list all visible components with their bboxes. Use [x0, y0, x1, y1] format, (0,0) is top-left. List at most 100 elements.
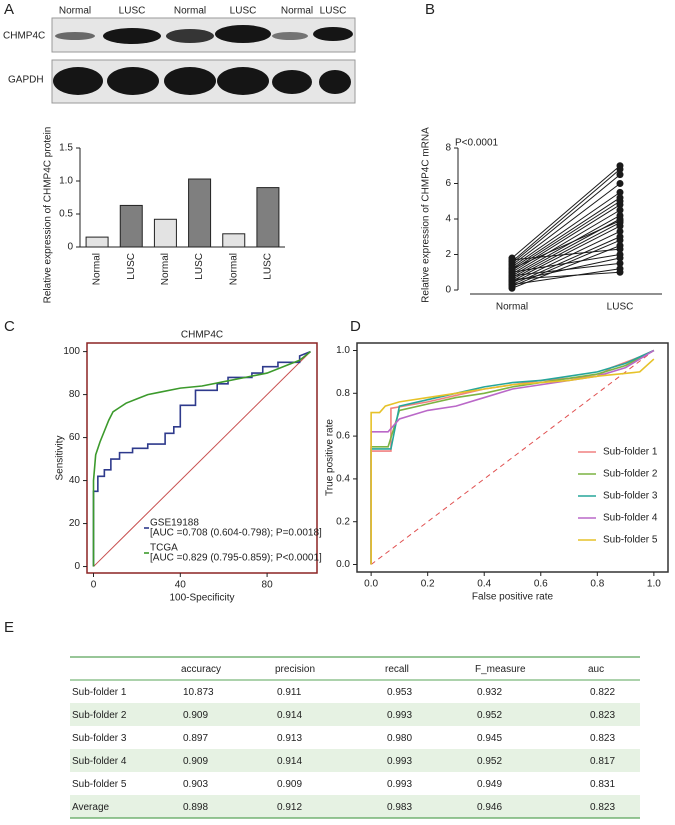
annotation: P<0.0001	[455, 138, 499, 149]
table-cell: 0.912	[277, 802, 302, 813]
table-cell: 0.993	[387, 710, 412, 721]
x-tick-label: Normal	[160, 253, 171, 285]
pair-line	[511, 197, 621, 270]
pair-line	[511, 165, 621, 259]
x-tick-label: LUSC	[607, 302, 634, 313]
x-tick-label: LUSC	[126, 253, 137, 280]
pair-line	[511, 245, 621, 289]
table-cell: 0.909	[277, 779, 302, 790]
pair-line	[511, 209, 621, 275]
y-tick-label: 100	[63, 346, 80, 357]
x-tick-label: 0.6	[534, 579, 548, 590]
pair-line	[511, 268, 621, 286]
reference-line	[93, 351, 311, 567]
lane-label: Normal	[59, 6, 91, 17]
x-tick-label: LUSC	[194, 253, 205, 280]
pair-line	[511, 262, 621, 277]
panel-label: A	[4, 1, 14, 18]
y-axis-label: Sensitivity	[55, 435, 66, 480]
table-cell: 0.823	[590, 733, 615, 744]
point	[616, 222, 624, 230]
y-axis-label: True positive rate	[325, 419, 336, 496]
pair-line	[511, 248, 621, 261]
x-tick-label: 1.0	[647, 579, 661, 590]
y-tick-label: 0.8	[336, 388, 350, 399]
y-tick-label: 80	[69, 389, 81, 400]
x-tick-label: Normal	[92, 253, 103, 285]
table-cell: 0.953	[387, 687, 412, 698]
point	[616, 245, 624, 253]
roc-curve	[370, 349, 655, 565]
bar	[153, 218, 177, 248]
panel-label: E	[4, 619, 14, 636]
lane-label: Normal	[174, 6, 206, 17]
y-tick-label: 1.5	[59, 143, 73, 154]
x-tick-label: Normal	[228, 253, 239, 285]
point	[616, 268, 624, 276]
band	[166, 29, 214, 43]
point	[616, 188, 624, 196]
table-header: precision	[275, 664, 315, 675]
table-cell: 0.822	[590, 687, 615, 698]
protein-label: GAPDH	[8, 75, 44, 86]
table-cell: 0.909	[183, 710, 208, 721]
y-tick-label: 1.0	[59, 176, 73, 187]
pair-line	[511, 254, 621, 273]
table-cell: 0.946	[477, 802, 502, 813]
point	[508, 265, 516, 273]
table-cell: 0.949	[477, 779, 502, 790]
bar	[256, 187, 280, 248]
western-blot: Normal LUSC Normal LUSC Normal LUSC CHMP…	[3, 6, 356, 104]
table-cell: Sub-folder 1	[72, 687, 127, 698]
table-cell: 0.952	[477, 710, 502, 721]
x-tick-label: 0	[91, 580, 97, 591]
band	[53, 67, 103, 95]
table-cell: Sub-folder 3	[72, 733, 127, 744]
pair-line	[511, 271, 621, 280]
table-header: auc	[588, 664, 604, 675]
y-tick-label: 0	[74, 561, 80, 572]
y-tick-label: 6	[445, 178, 451, 189]
lane-label: LUSC	[119, 6, 146, 17]
panel-label: C	[4, 318, 15, 335]
roc-curve	[92, 350, 311, 567]
pair-line	[511, 220, 621, 270]
legend-label: Sub-folder 3	[603, 491, 658, 502]
x-tick-label: Normal	[496, 302, 528, 313]
y-tick-label: 2	[445, 249, 451, 260]
pair-line	[511, 225, 621, 282]
lane-label: Normal	[281, 6, 313, 17]
point	[616, 180, 624, 187]
table-cell: 0.823	[590, 710, 615, 721]
table-cell: 0.993	[387, 779, 412, 790]
pair-line	[511, 215, 621, 277]
point	[616, 259, 624, 267]
x-tick-label: 0.0	[364, 579, 378, 590]
legend-label: TCGA	[150, 543, 178, 554]
x-tick-label: 0.8	[590, 579, 604, 590]
table-cell: 0.911	[277, 687, 302, 698]
y-tick-label: 1.0	[336, 345, 350, 356]
point	[616, 254, 624, 262]
table-cell: 10.873	[183, 687, 214, 698]
table-cell: 0.897	[183, 733, 208, 744]
table-cell: 0.914	[277, 710, 302, 721]
table-cell: 0.945	[477, 733, 502, 744]
y-tick-label: 40	[69, 475, 81, 486]
pair-line	[511, 168, 621, 262]
table-cell: 0.952	[477, 756, 502, 767]
legend-note: [AUC =0.708 (0.604-0.798); P=0.0018]	[150, 528, 322, 539]
y-tick-label: 0.2	[336, 516, 350, 527]
y-tick-label: 4	[445, 214, 451, 225]
point	[616, 171, 624, 179]
bar	[119, 204, 143, 248]
band	[313, 27, 353, 41]
table-cell: Sub-folder 2	[72, 710, 127, 721]
legend-label: Sub-folder 2	[603, 469, 658, 480]
x-tick-label: 0.4	[477, 579, 491, 590]
table-cell: 0.914	[277, 756, 302, 767]
pair-line	[511, 236, 621, 286]
panel-label: B	[425, 1, 435, 18]
panel-label: D	[350, 318, 361, 335]
